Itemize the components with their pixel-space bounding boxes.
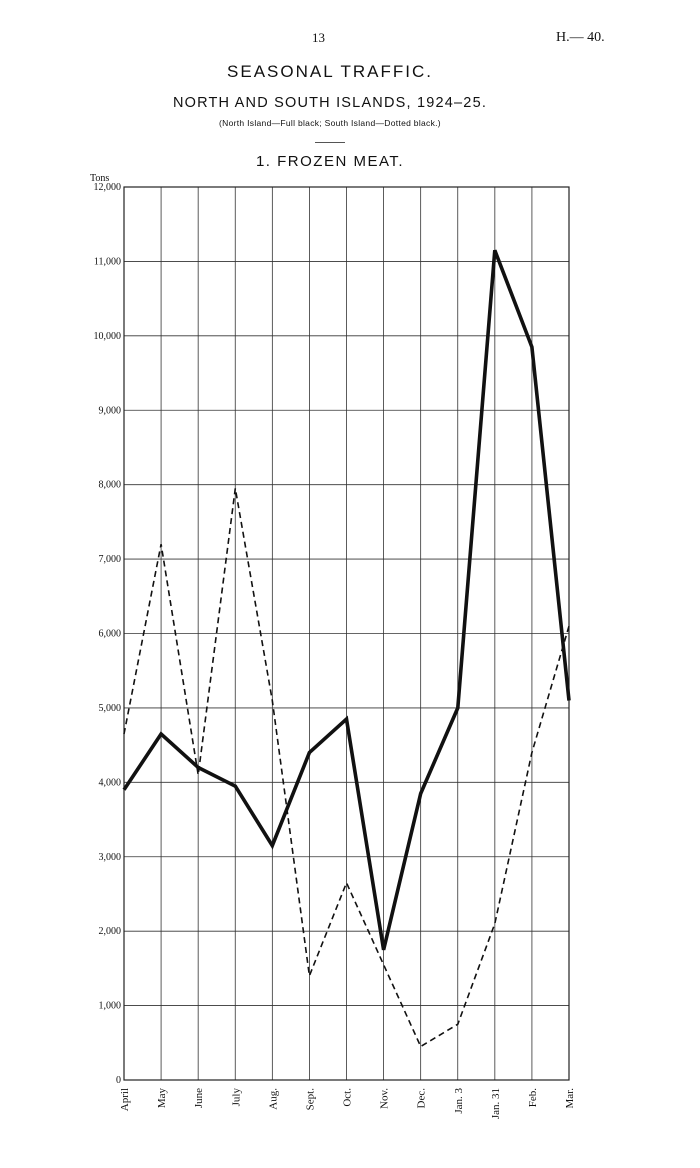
y-tick-label: 7,000 — [99, 554, 122, 565]
x-tick-label: Aug. — [267, 1088, 279, 1110]
x-tick-label: Feb. — [527, 1088, 539, 1108]
x-tick-label: July — [230, 1088, 242, 1107]
document-reference: H.— 40. — [556, 30, 605, 45]
y-tick-label: 11,000 — [94, 256, 121, 267]
y-tick-label: 4,000 — [99, 777, 122, 788]
y-tick-label: 5,000 — [99, 703, 122, 714]
chart-title: 1. FROZEN MEAT. — [255, 153, 405, 170]
page-title: SEASONAL TRAFFIC. — [227, 62, 433, 81]
page-number: 13 — [312, 30, 325, 45]
y-tick-label: 6,000 — [99, 629, 122, 640]
axes — [123, 186, 570, 1081]
x-tick-label: June — [193, 1088, 205, 1108]
y-tick-label: 3,000 — [99, 852, 122, 863]
x-tick-label: Mar. — [564, 1088, 576, 1109]
x-tick-label: April — [119, 1088, 131, 1111]
x-tick-label: Nov. — [379, 1088, 391, 1109]
x-tick-label: Jan. 31 — [490, 1088, 502, 1119]
tick-labels: 0 1,000 2,000 3,000 4,000 5,000 6,000 7,000 8,00… — [90, 173, 576, 1119]
y-tick-label: 8,000 — [99, 480, 122, 491]
x-tick-label: May — [156, 1088, 168, 1109]
y-tick-label: 12,000 — [94, 182, 122, 193]
y-tick-label: 9,000 — [99, 405, 122, 416]
plot-frame — [123, 186, 570, 1081]
x-tick-label: Jan. 3 — [453, 1088, 465, 1114]
y-tick-label: 0 — [116, 1075, 121, 1086]
y-tick-label: 10,000 — [94, 331, 122, 342]
y-tick-label: 1,000 — [99, 1001, 122, 1012]
page-subtitle: NORTH AND SOUTH ISLANDS, 1924–25. — [172, 95, 488, 111]
x-tick-label: Sept. — [304, 1088, 316, 1111]
x-tick-label: Dec. — [416, 1088, 428, 1109]
y-axis-label: Tons — [90, 173, 109, 184]
legend-note: (North Island—Full black; South Island—D… — [219, 118, 441, 128]
grid — [123, 186, 570, 1081]
y-tick-label: 2,000 — [99, 926, 122, 937]
north-island-line — [122, 249, 571, 951]
series-lines — [122, 249, 571, 1048]
title-divider — [315, 142, 345, 143]
x-tick-label: Oct. — [342, 1088, 354, 1107]
